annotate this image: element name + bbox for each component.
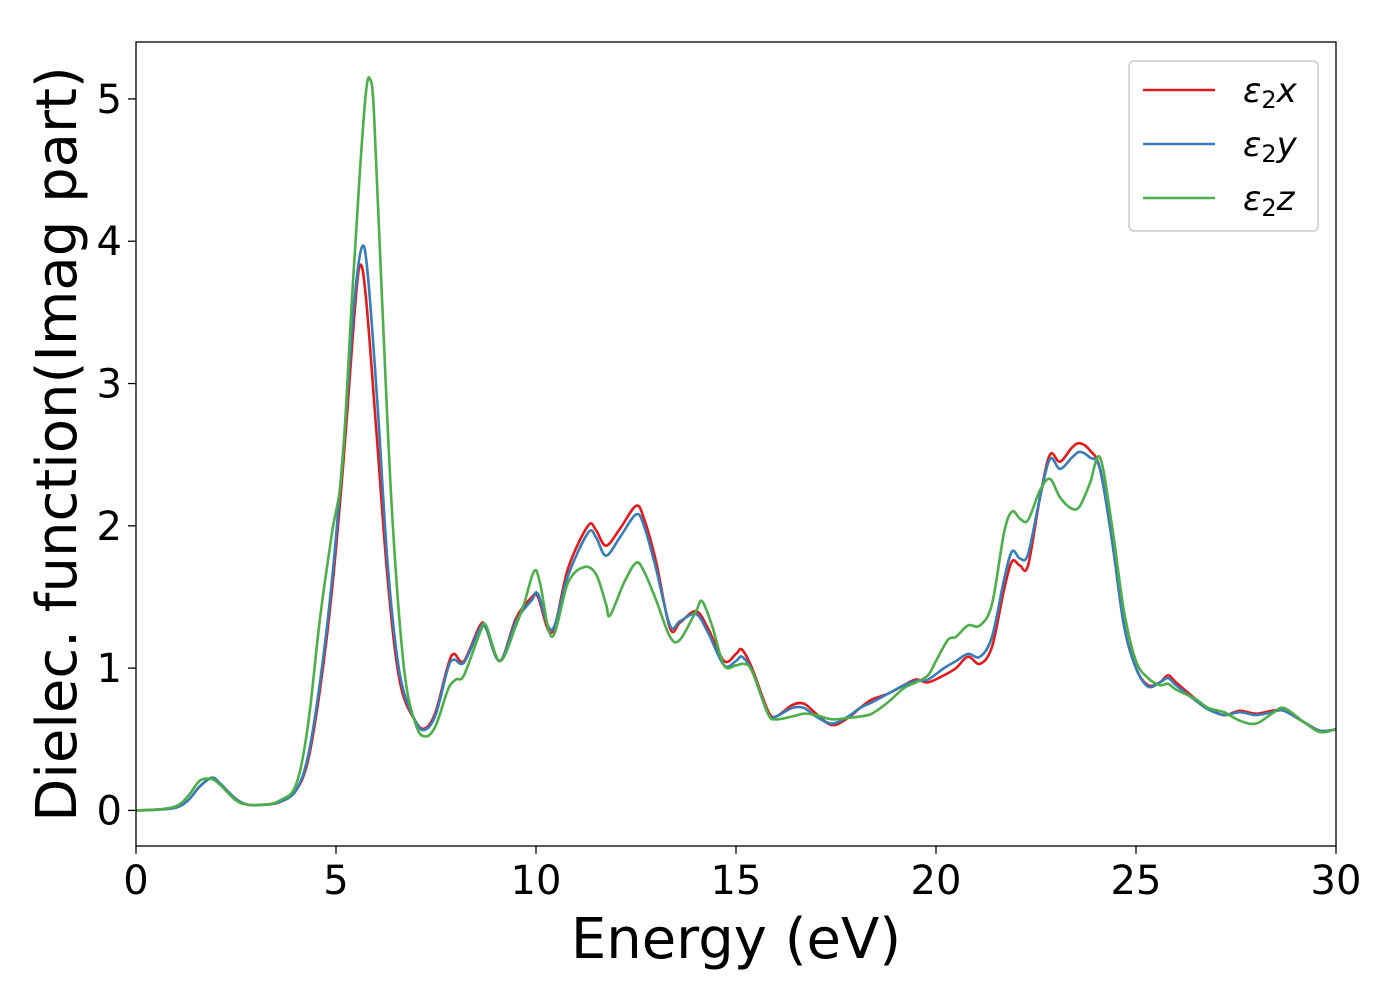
- y-tick-label: 4: [97, 219, 122, 265]
- legend-variable: x: [1276, 71, 1298, 111]
- x-tick-label: 25: [1111, 858, 1162, 904]
- legend-subscript: 2: [1261, 86, 1276, 114]
- series-line-z: [136, 76, 1336, 812]
- series-line-y: [136, 244, 1336, 812]
- legend-variable: y: [1276, 125, 1298, 165]
- legend-label-z: ε2z: [1243, 179, 1296, 222]
- legend-subscript: 2: [1261, 140, 1276, 168]
- y-tick-label: 5: [97, 77, 122, 123]
- y-tick-label: 3: [97, 362, 122, 408]
- y-axis-title: Dielec. function(Imag part): [25, 66, 90, 822]
- x-axis-title: Energy (eV): [571, 907, 901, 972]
- y-tick-label: 2: [97, 504, 122, 550]
- x-tick-label: 10: [511, 858, 562, 904]
- y-tick-label: 0: [97, 788, 122, 834]
- legend-label-y: ε2y: [1243, 125, 1298, 168]
- legend-variable: z: [1276, 179, 1296, 219]
- legend-symbol: ε: [1243, 125, 1261, 165]
- legend-symbol: ε: [1243, 179, 1261, 219]
- legend-box: [1128, 60, 1319, 232]
- series-line-x: [136, 263, 1336, 812]
- x-tick-label: 30: [1311, 858, 1362, 904]
- x-tick-label: 5: [323, 858, 348, 904]
- legend-symbol: ε: [1243, 71, 1261, 111]
- x-tick-label: 0: [123, 858, 148, 904]
- legend-label-x: ε2x: [1243, 71, 1298, 114]
- legend-subscript: 2: [1261, 194, 1276, 222]
- y-tick-label: 1: [97, 646, 122, 692]
- x-tick-label: 20: [911, 858, 962, 904]
- x-tick-label: 15: [711, 858, 762, 904]
- series-layer: [136, 76, 1336, 812]
- tick-layer: 0 5 10 15 20 25 30 0 1 2 3 4 5: [97, 77, 1362, 904]
